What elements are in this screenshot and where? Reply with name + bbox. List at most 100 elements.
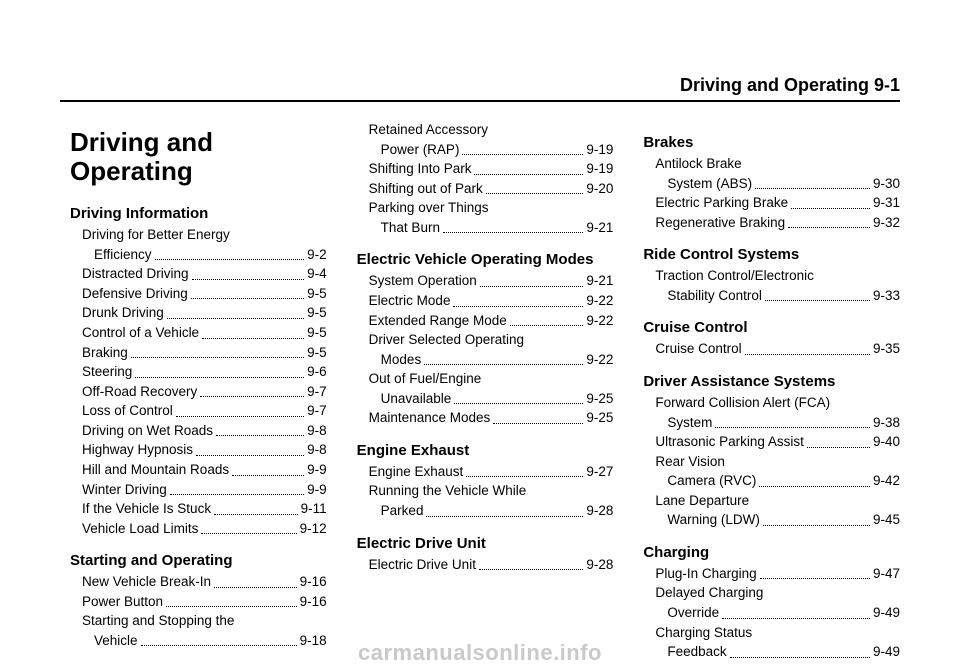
toc-entry: Defensive Driving9-5 xyxy=(70,284,327,304)
leader-dots xyxy=(192,279,305,280)
toc-entry-label: Steering xyxy=(82,362,132,382)
toc-entry-label: New Vehicle Break-In xyxy=(82,572,211,592)
toc-entry: Cruise Control9-35 xyxy=(643,339,900,359)
toc-entry: Maintenance Modes9-25 xyxy=(357,408,614,428)
toc-entry-label: Override xyxy=(655,603,719,623)
toc-entry-label: System Operation xyxy=(369,271,477,291)
leader-dots xyxy=(424,364,583,365)
toc-entry-label: Power (RAP) xyxy=(369,140,460,160)
leader-dots xyxy=(155,259,305,260)
leader-dots xyxy=(135,377,304,378)
toc-entry: Braking9-5 xyxy=(70,343,327,363)
leader-dots xyxy=(232,475,304,476)
toc-entry-label: Loss of Control xyxy=(82,401,173,421)
toc-entry: Highway Hypnosis9-8 xyxy=(70,440,327,460)
toc-entry: Winter Driving 9-9 xyxy=(70,480,327,500)
toc-entry: Power (RAP)9-19 xyxy=(357,140,614,160)
leader-dots xyxy=(791,208,870,209)
toc-entry: System9-38 xyxy=(643,413,900,433)
toc-entry: Traction Control/Electronic xyxy=(643,266,900,286)
leader-dots xyxy=(131,357,304,358)
toc-entry: Parking over Things xyxy=(357,198,614,218)
leader-dots xyxy=(191,298,304,299)
toc-entry-page: 9-40 xyxy=(873,432,900,452)
page-header: Driving and Operating 9-1 xyxy=(680,75,900,96)
toc-entry: Shifting Into Park9-19 xyxy=(357,159,614,179)
leader-dots xyxy=(201,533,296,534)
toc-entry: Antilock Brake xyxy=(643,154,900,174)
toc-entry: Override9-49 xyxy=(643,603,900,623)
toc-entry-label: Unavailable xyxy=(369,389,452,409)
header-rule xyxy=(60,100,900,102)
toc-entry: Retained Accessory xyxy=(357,120,614,140)
toc-entry-page: 9-9 xyxy=(307,480,327,500)
toc-entry: Warning (LDW) 9-45 xyxy=(643,510,900,530)
toc-entry-page: 9-31 xyxy=(873,193,900,213)
toc-entry: Camera (RVC)9-42 xyxy=(643,471,900,491)
toc-entry-page: 9-25 xyxy=(586,408,613,428)
toc-entry-label: Winter Driving xyxy=(82,480,167,500)
toc-entry: Off-Road Recovery 9-7 xyxy=(70,382,327,402)
toc-entry-page: 9-8 xyxy=(307,421,327,441)
toc-entry-label: Parked xyxy=(369,501,424,521)
toc-entry-label: Shifting out of Park xyxy=(369,179,483,199)
toc-entry-page: 9-16 xyxy=(300,572,327,592)
toc-entry: That Burn9-21 xyxy=(357,218,614,238)
chapter-title: Driving and Operating xyxy=(70,128,327,185)
toc-entry-label: Distracted Driving xyxy=(82,264,189,284)
toc-entry-label: Lane Departure xyxy=(655,491,749,511)
section-title: Cruise Control xyxy=(643,319,900,336)
toc-entry-page: 9-6 xyxy=(307,362,327,382)
toc-entry-page: 9-5 xyxy=(307,303,327,323)
toc-entry-label: Traction Control/Electronic xyxy=(655,266,814,286)
leader-dots xyxy=(755,188,870,189)
toc-entry-label: Out of Fuel/Engine xyxy=(369,369,482,389)
toc-entry-page: 9-5 xyxy=(307,343,327,363)
toc-entry: Drunk Driving9-5 xyxy=(70,303,327,323)
toc-entry-page: 9-7 xyxy=(307,382,327,402)
leader-dots xyxy=(745,354,870,355)
toc-entry-page: 9-12 xyxy=(300,519,327,539)
leader-dots xyxy=(759,486,870,487)
toc-entry-label: Retained Accessory xyxy=(369,120,488,140)
toc-entry-page: 9-16 xyxy=(300,592,327,612)
toc-entry-label: If the Vehicle Is Stuck xyxy=(82,499,211,519)
toc-entry-label: Rear Vision xyxy=(655,452,725,472)
leader-dots xyxy=(200,396,304,397)
leader-dots xyxy=(715,427,870,428)
manual-page: Driving and Operating 9-1 Driving and Op… xyxy=(0,0,960,672)
section-title: Charging xyxy=(643,544,900,561)
toc-entry-label: Modes xyxy=(369,350,422,370)
toc-entry: System Operation9-21 xyxy=(357,271,614,291)
leader-dots xyxy=(443,232,583,233)
toc-entry: If the Vehicle Is Stuck9-11 xyxy=(70,499,327,519)
toc-entry-page: 9-45 xyxy=(873,510,900,530)
toc-entry: Unavailable 9-25 xyxy=(357,389,614,409)
toc-entry-label: Starting and Stopping the xyxy=(82,611,234,631)
toc-entry-label: Stability Control xyxy=(655,286,762,306)
toc-entry: Loss of Control9-7 xyxy=(70,401,327,421)
leader-dots xyxy=(722,618,870,619)
toc-entry: Rear Vision xyxy=(643,452,900,472)
toc-entry-label: Camera (RVC) xyxy=(655,471,756,491)
leader-dots xyxy=(486,193,584,194)
toc-entry-page: 9-38 xyxy=(873,413,900,433)
leader-dots xyxy=(474,174,583,175)
toc-entry-page: 9-8 xyxy=(307,440,327,460)
toc-entry-label: Off-Road Recovery xyxy=(82,382,197,402)
section-title: Starting and Operating xyxy=(70,552,327,569)
leader-dots xyxy=(202,338,304,339)
toc-entry: Steering 9-6 xyxy=(70,362,327,382)
toc-entry: Ultrasonic Parking Assist9-40 xyxy=(643,432,900,452)
toc-entry-page: 9-5 xyxy=(307,284,327,304)
toc-entry-page: 9-22 xyxy=(586,291,613,311)
toc-entry: Driving for Better Energy xyxy=(70,225,327,245)
toc-columns: Driving and OperatingDriving Information… xyxy=(70,120,900,642)
leader-dots xyxy=(788,227,870,228)
toc-entry-page: 9-25 xyxy=(586,389,613,409)
toc-entry-label: Vehicle Load Limits xyxy=(82,519,198,539)
section-title: Brakes xyxy=(643,134,900,151)
toc-entry-label: Warning (LDW) xyxy=(655,510,760,530)
toc-entry: Efficiency9-2 xyxy=(70,245,327,265)
toc-entry-label: Efficiency xyxy=(82,245,152,265)
